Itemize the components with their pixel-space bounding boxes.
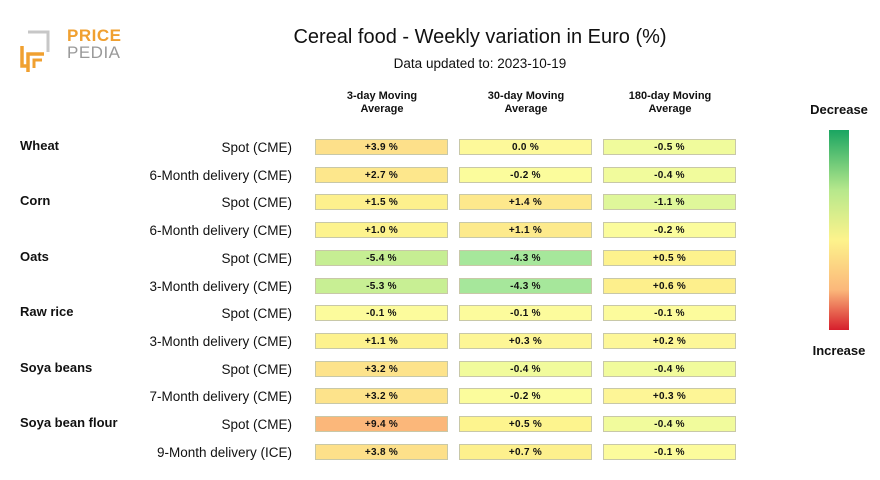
- heatmap-cell: +0.7 %: [459, 443, 592, 460]
- heatmap-cell: -0.2 %: [459, 388, 592, 405]
- legend-decrease-label: Decrease: [810, 102, 868, 117]
- row-label: Spot (CME): [221, 195, 292, 211]
- heatmap-cell: -4.3 %: [459, 277, 592, 294]
- row-label: 3-Month delivery (CME): [149, 333, 292, 349]
- heatmap-cell: -0.4 %: [459, 360, 592, 377]
- group-label: Oats: [20, 248, 49, 264]
- heatmap-cell: +1.5 %: [315, 194, 448, 211]
- heatmap-cell: +0.3 %: [459, 332, 592, 349]
- heatmap-cell: -0.4 %: [603, 166, 736, 183]
- column-header: 30-day Moving Average: [487, 90, 565, 115]
- row-label: Spot (CME): [221, 417, 292, 432]
- column-header: 180-day Moving Average: [628, 90, 712, 115]
- heatmap-cell: +3.9 %: [315, 139, 448, 155]
- heatmap-cell: -5.4 %: [315, 249, 448, 266]
- heatmap-cell: -0.1 %: [603, 443, 736, 460]
- heatmap-cell: -5.3 %: [315, 277, 448, 294]
- legend-color-bar: [829, 130, 849, 330]
- row-label: Spot (CME): [221, 250, 292, 266]
- heatmap-cell: +1.4 %: [459, 194, 592, 211]
- heatmap-cell: +1.1 %: [315, 332, 448, 349]
- row-label: Spot (CME): [221, 361, 292, 377]
- logo-text-pedia: PEDIA: [67, 43, 121, 62]
- heatmap-cell: +0.5 %: [459, 416, 592, 432]
- group-label: Soya beans: [20, 359, 93, 375]
- logo-text-price: PRICE: [67, 26, 122, 45]
- heatmap-cell: -0.4 %: [603, 416, 736, 432]
- logo-mark-icon: [20, 30, 50, 72]
- heatmap-cell: +0.3 %: [603, 388, 736, 405]
- group-label: Wheat: [20, 138, 59, 153]
- group-label: Soya bean flour: [20, 415, 118, 430]
- heatmap-cell: -0.1 %: [459, 305, 592, 322]
- heatmap-cell: 0.0 %: [459, 139, 592, 155]
- heatmap-cell: -1.1 %: [603, 194, 736, 211]
- heatmap-cell: -0.4 %: [603, 360, 736, 377]
- heatmap-cell: +1.0 %: [315, 222, 448, 239]
- chart-subtitle: Data updated to: 2023-10-19: [393, 56, 567, 71]
- group-label: Raw rice: [20, 304, 74, 320]
- row-label: 7-Month delivery (CME): [149, 389, 292, 405]
- row-label: 3-Month delivery (CME): [149, 278, 292, 294]
- row-label: 6-Month delivery (CME): [149, 167, 292, 183]
- heatmap-cell: +9.4 %: [315, 416, 448, 432]
- heatmap-cell: -0.1 %: [315, 305, 448, 322]
- row-label: Spot (CME): [221, 306, 292, 322]
- legend-increase-label: Increase: [812, 343, 866, 358]
- group-label: Corn: [20, 193, 51, 209]
- heatmap-cell: -0.2 %: [603, 222, 736, 239]
- heatmap-cell: -0.2 %: [459, 166, 592, 183]
- heatmap-cell: +1.1 %: [459, 222, 592, 239]
- heatmap-cell: +0.5 %: [603, 249, 736, 266]
- chart-title: Cereal food - Weekly variation in Euro (…: [293, 26, 667, 48]
- column-header: 3-day Moving Average: [346, 90, 418, 115]
- heatmap-cell: +3.2 %: [315, 360, 448, 377]
- row-label: 6-Month delivery (CME): [149, 223, 292, 239]
- heatmap-cell: -0.1 %: [603, 305, 736, 322]
- heatmap-cell: -0.5 %: [603, 139, 736, 155]
- heatmap-cell: +3.2 %: [315, 388, 448, 405]
- pricepedia-logo: PRICE PEDIA: [20, 26, 130, 76]
- heatmap-cell: -4.3 %: [459, 249, 592, 266]
- heatmap-cell: +0.2 %: [603, 332, 736, 349]
- heatmap-cell: +0.6 %: [603, 277, 736, 294]
- row-label: Spot (CME): [221, 140, 292, 155]
- row-label: 9-Month delivery (ICE): [156, 444, 292, 460]
- heatmap-cell: +3.8 %: [315, 443, 448, 460]
- heatmap-cell: +2.7 %: [315, 166, 448, 183]
